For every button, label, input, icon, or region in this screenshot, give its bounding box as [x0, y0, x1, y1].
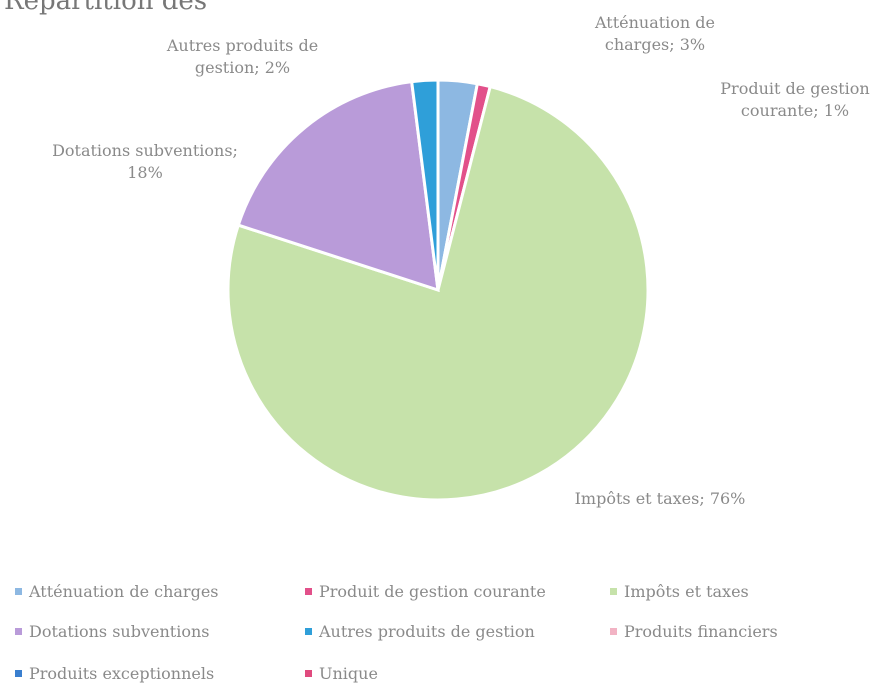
data-label: Atténuation de charges; 3%	[594, 13, 716, 54]
legend-label: Dotations subventions	[29, 622, 210, 641]
legend-label: Unique	[319, 664, 378, 683]
pie-slice	[236, 79, 440, 293]
legend-swatch	[305, 588, 312, 595]
chart-title: Répartition des	[4, 0, 208, 16]
legend-swatch	[610, 588, 617, 595]
data-label: Autres produits de gestion; 2%	[166, 36, 319, 77]
legend-swatch	[15, 670, 22, 677]
legend-swatch	[15, 588, 22, 595]
data-label: Impôts et taxes; 76%	[574, 489, 746, 508]
legend-label: Autres produits de gestion	[319, 622, 535, 641]
legend-item: Produits exceptionnels	[15, 664, 214, 683]
legend-item: Produits financiers	[610, 622, 778, 641]
legend-item: Autres produits de gestion	[305, 622, 535, 641]
legend-label: Produit de gestion courante	[319, 582, 546, 601]
legend-label: Atténuation de charges	[29, 582, 219, 601]
data-label: Dotations subventions; 18%	[52, 141, 238, 182]
legend-swatch	[305, 628, 312, 635]
legend-label: Produits exceptionnels	[29, 664, 215, 683]
legend-item: Atténuation de charges	[15, 582, 219, 601]
legend-label: Impôts et taxes	[624, 582, 749, 601]
legend-item: Dotations subventions	[15, 622, 209, 641]
legend-item: Impôts et taxes	[610, 582, 749, 601]
legend-swatch	[305, 670, 312, 677]
pie-slice	[226, 84, 650, 502]
legend-item: Unique	[305, 664, 378, 683]
legend-swatch	[15, 628, 22, 635]
data-label: Produit de gestion courante; 1%	[720, 79, 870, 120]
legend-swatch	[610, 628, 617, 635]
legend-item: Produit de gestion courante	[305, 582, 546, 601]
legend-label: Produits financiers	[624, 622, 778, 641]
